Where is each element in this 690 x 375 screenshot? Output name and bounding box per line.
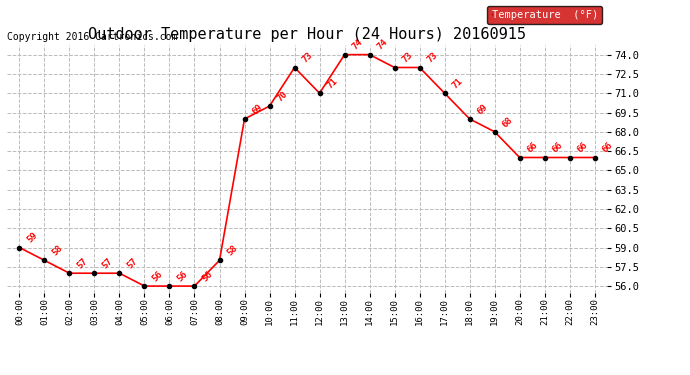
Text: 56: 56 (200, 269, 214, 283)
Text: 59: 59 (25, 231, 39, 245)
Text: 66: 66 (600, 141, 614, 155)
Text: 58: 58 (50, 244, 64, 258)
Text: 71: 71 (325, 76, 339, 90)
Text: 71: 71 (450, 76, 464, 90)
Text: 66: 66 (575, 141, 589, 155)
Text: 73: 73 (300, 51, 314, 65)
Text: 58: 58 (225, 244, 239, 258)
Text: 73: 73 (400, 51, 414, 65)
Text: 73: 73 (425, 51, 439, 65)
Text: 56: 56 (175, 269, 189, 283)
Text: 70: 70 (275, 89, 289, 103)
Text: 69: 69 (475, 102, 489, 116)
Text: 74: 74 (350, 38, 364, 52)
Title: Outdoor Temperature per Hour (24 Hours) 20160915: Outdoor Temperature per Hour (24 Hours) … (88, 27, 526, 42)
Text: 56: 56 (150, 269, 164, 283)
Text: 66: 66 (525, 141, 539, 155)
Legend: Temperature  (°F): Temperature (°F) (487, 6, 602, 24)
Text: 66: 66 (550, 141, 564, 155)
Text: 57: 57 (100, 256, 114, 270)
Text: 57: 57 (75, 256, 89, 270)
Text: 69: 69 (250, 102, 264, 116)
Text: 74: 74 (375, 38, 389, 52)
Text: Copyright 2016 Cartronics.com: Copyright 2016 Cartronics.com (7, 32, 177, 42)
Text: 68: 68 (500, 115, 514, 129)
Text: 57: 57 (125, 256, 139, 270)
